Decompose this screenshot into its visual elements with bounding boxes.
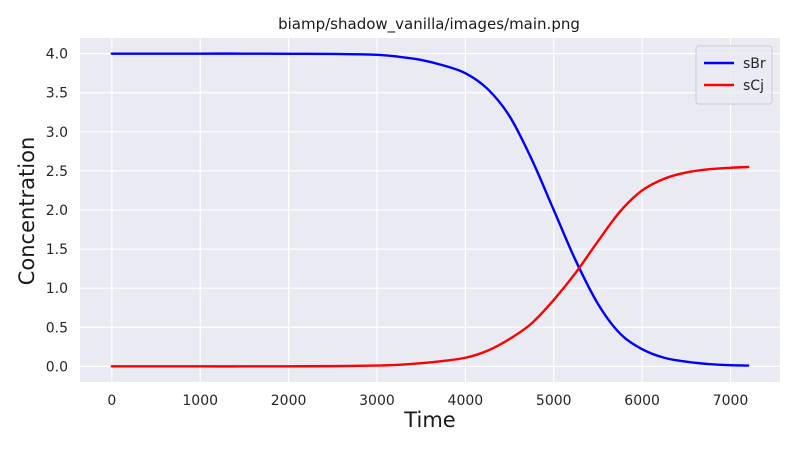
series-lines	[110, 52, 750, 368]
legend: sBr sCj	[695, 45, 773, 105]
x-tick-label: 3000	[359, 393, 395, 409]
y-tick-label: 4.0	[46, 47, 68, 63]
x-tick-label: 0	[107, 393, 116, 409]
chart-title: biamp/shadow_vanilla/images/main.png	[278, 15, 580, 34]
x-tick-label: 7000	[713, 393, 749, 409]
legend-label-sBr: sBr	[743, 56, 766, 72]
y-axis-ticks: 0.0 0.5 1.0 1.5 2.0 2.5 3.0 3.5 4.0	[46, 47, 68, 376]
x-tick-label: 1000	[182, 393, 218, 409]
y-tick-label: 2.0	[46, 203, 68, 219]
y-tick-label: 3.0	[46, 125, 68, 141]
x-tick-label: 6000	[624, 393, 660, 409]
y-tick-label: 2.5	[46, 164, 68, 180]
x-tick-label: 4000	[448, 393, 484, 409]
y-tick-label: 1.0	[46, 281, 68, 297]
x-axis-label: Time	[403, 408, 455, 432]
series-line-sCj	[110, 165, 750, 368]
y-tick-label: 0.0	[46, 359, 68, 375]
y-tick-label: 3.5	[46, 86, 68, 102]
legend-box	[695, 45, 773, 105]
y-axis-label: Concentration	[15, 137, 39, 286]
series-line-sBr	[110, 52, 750, 367]
x-tick-label: 2000	[271, 393, 307, 409]
legend-label-sCj: sCj	[743, 78, 764, 94]
y-tick-label: 1.5	[46, 242, 68, 258]
y-tick-label: 0.5	[46, 320, 68, 336]
x-tick-label: 5000	[536, 393, 572, 409]
x-axis-ticks: 0 1000 2000 3000 4000 5000 6000 7000	[107, 393, 748, 409]
